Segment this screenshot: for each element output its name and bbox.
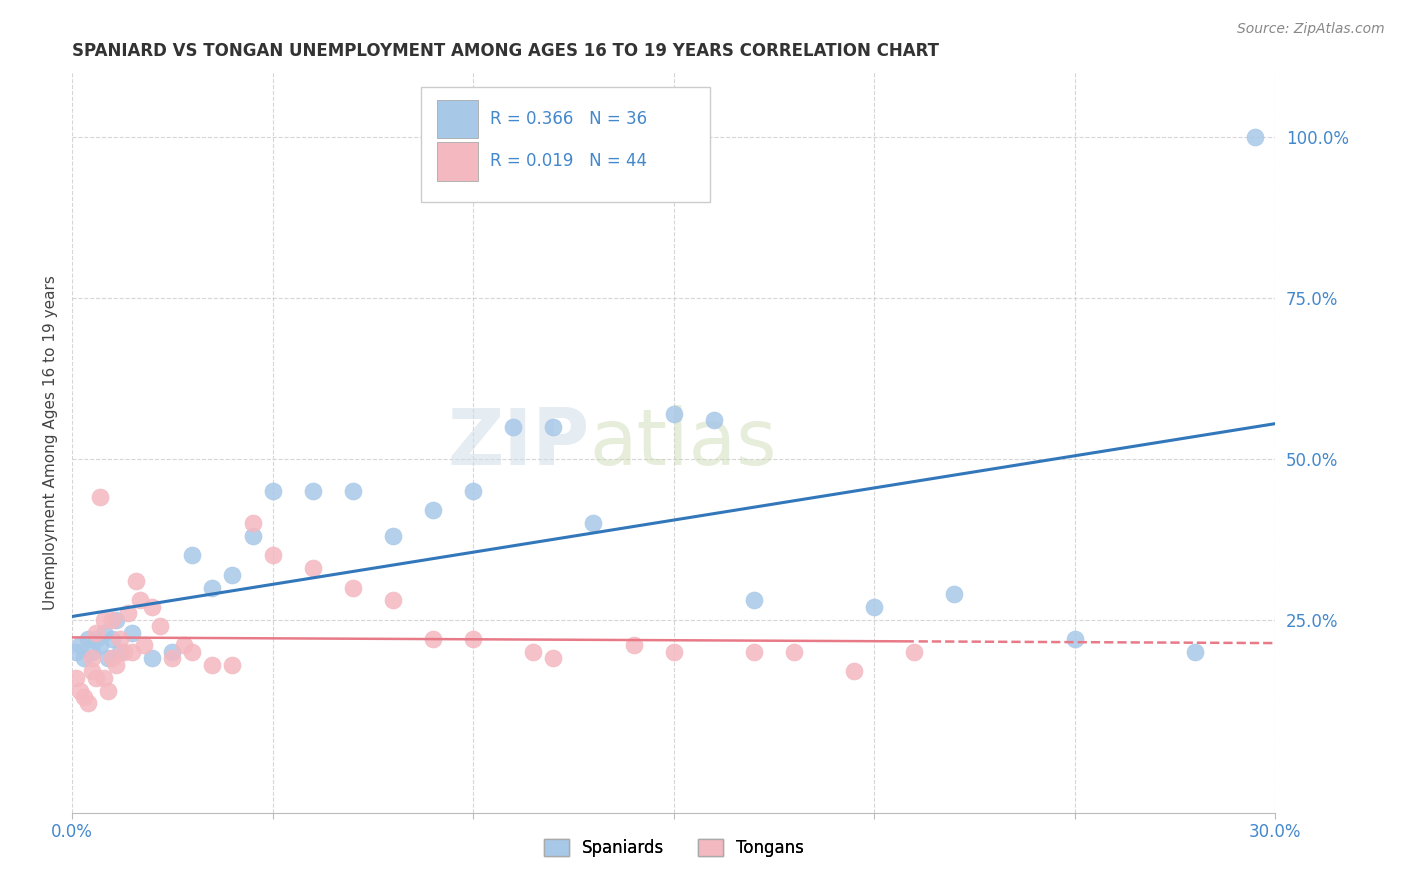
- Point: [221, 567, 243, 582]
- Point: [422, 503, 444, 517]
- Text: Source: ZipAtlas.com: Source: ZipAtlas.com: [1237, 22, 1385, 37]
- Point: [89, 491, 111, 505]
- Point: [80, 665, 103, 679]
- Text: SPANIARD VS TONGAN UNEMPLOYMENT AMONG AGES 16 TO 19 YEARS CORRELATION CHART: SPANIARD VS TONGAN UNEMPLOYMENT AMONG AG…: [72, 42, 939, 60]
- Point: [65, 645, 87, 659]
- Point: [84, 632, 107, 646]
- Point: [89, 639, 111, 653]
- Point: [742, 645, 765, 659]
- Point: [121, 645, 143, 659]
- Point: [1184, 645, 1206, 659]
- Point: [201, 657, 224, 672]
- Point: [73, 690, 96, 704]
- Point: [141, 599, 163, 614]
- Point: [93, 613, 115, 627]
- Point: [863, 599, 886, 614]
- FancyBboxPatch shape: [420, 87, 710, 202]
- Point: [342, 483, 364, 498]
- Point: [662, 645, 685, 659]
- Point: [242, 529, 264, 543]
- Point: [77, 697, 100, 711]
- Y-axis label: Unemployment Among Ages 16 to 19 years: Unemployment Among Ages 16 to 19 years: [44, 276, 58, 610]
- Point: [125, 574, 148, 588]
- Point: [543, 419, 565, 434]
- Text: ZIP: ZIP: [447, 405, 589, 481]
- Point: [105, 657, 128, 672]
- Point: [149, 619, 172, 633]
- Point: [1244, 129, 1267, 144]
- Text: R = 0.019   N = 44: R = 0.019 N = 44: [489, 153, 647, 170]
- Point: [463, 632, 485, 646]
- Point: [943, 587, 966, 601]
- Point: [783, 645, 806, 659]
- Point: [181, 645, 204, 659]
- Point: [242, 516, 264, 530]
- Point: [93, 671, 115, 685]
- Point: [69, 639, 91, 653]
- Point: [101, 613, 124, 627]
- Point: [117, 607, 139, 621]
- Point: [742, 593, 765, 607]
- Point: [301, 561, 323, 575]
- FancyBboxPatch shape: [437, 100, 478, 138]
- Point: [80, 651, 103, 665]
- Point: [73, 651, 96, 665]
- Point: [108, 632, 131, 646]
- Point: [162, 645, 184, 659]
- Point: [77, 632, 100, 646]
- Point: [422, 632, 444, 646]
- Point: [84, 625, 107, 640]
- Point: [173, 639, 195, 653]
- Point: [105, 613, 128, 627]
- Point: [162, 651, 184, 665]
- Legend: Spaniards, Tongans: Spaniards, Tongans: [537, 832, 810, 863]
- Point: [201, 581, 224, 595]
- Point: [84, 671, 107, 685]
- Point: [101, 651, 124, 665]
- Point: [1063, 632, 1085, 646]
- Point: [301, 483, 323, 498]
- Point: [381, 593, 404, 607]
- Point: [623, 639, 645, 653]
- Point: [141, 651, 163, 665]
- Point: [101, 632, 124, 646]
- Point: [903, 645, 925, 659]
- Text: R = 0.366   N = 36: R = 0.366 N = 36: [489, 110, 647, 128]
- Point: [134, 639, 156, 653]
- Point: [129, 593, 152, 607]
- Point: [108, 645, 131, 659]
- Point: [662, 407, 685, 421]
- Point: [522, 645, 544, 659]
- Point: [262, 483, 284, 498]
- Point: [97, 651, 120, 665]
- Point: [65, 671, 87, 685]
- Point: [262, 549, 284, 563]
- Point: [181, 549, 204, 563]
- Text: atlas: atlas: [589, 405, 778, 481]
- Point: [80, 645, 103, 659]
- Point: [112, 645, 135, 659]
- Point: [342, 581, 364, 595]
- Point: [221, 657, 243, 672]
- Point: [69, 683, 91, 698]
- Point: [543, 651, 565, 665]
- Point: [844, 665, 866, 679]
- Point: [97, 683, 120, 698]
- Point: [582, 516, 605, 530]
- Point: [502, 419, 524, 434]
- Point: [121, 625, 143, 640]
- Point: [93, 625, 115, 640]
- FancyBboxPatch shape: [437, 142, 478, 180]
- Point: [463, 483, 485, 498]
- Point: [703, 413, 725, 427]
- Point: [381, 529, 404, 543]
